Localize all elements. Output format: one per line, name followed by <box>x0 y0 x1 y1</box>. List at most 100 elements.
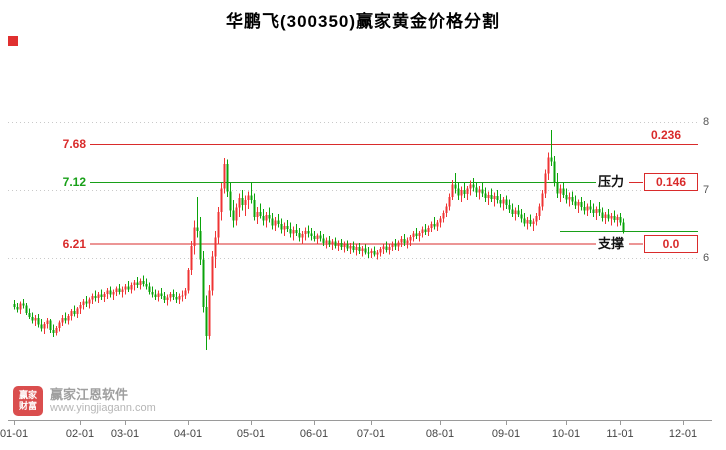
candle-body <box>199 230 202 260</box>
candle-body <box>541 193 544 207</box>
candle-body <box>343 244 346 248</box>
candle-body <box>415 233 418 237</box>
candle-body <box>139 281 142 286</box>
candle-body <box>391 243 394 248</box>
candle-body <box>151 292 154 295</box>
level-label-7-12: 7.12 <box>62 175 86 189</box>
candle-body <box>28 313 31 318</box>
candle-body <box>127 286 130 290</box>
candle-body <box>586 206 589 211</box>
candle-body <box>160 293 163 297</box>
candle-body <box>553 161 556 182</box>
candle-body <box>112 292 115 295</box>
candle-body <box>583 207 586 211</box>
candle-body <box>145 283 148 287</box>
candle-body <box>355 247 358 250</box>
watermark-text: 赢家江恩软件 www.yingjiagann.com <box>50 387 156 415</box>
candle-body <box>460 190 463 196</box>
candle-body <box>217 211 220 238</box>
candle-body <box>421 229 424 233</box>
candle-body <box>607 214 610 219</box>
red-square-marker <box>8 36 18 46</box>
candle-body <box>124 286 127 290</box>
support-label: 支撑 <box>598 236 625 251</box>
candle-body <box>16 306 19 310</box>
candle-body <box>169 294 172 298</box>
candle-body <box>103 294 106 297</box>
candle-body <box>49 320 52 331</box>
candle-body <box>43 323 46 329</box>
logo-text-top: 赢家 <box>18 389 37 400</box>
candle-body <box>592 209 595 214</box>
candle-body <box>286 226 289 229</box>
candle-body <box>64 317 67 321</box>
candle-body <box>508 204 511 210</box>
candle-body <box>205 306 208 337</box>
candle-body <box>448 196 451 207</box>
candle-body <box>427 228 430 233</box>
candle-body <box>538 206 541 216</box>
candle-body <box>472 184 475 188</box>
candle-body <box>406 240 409 244</box>
candle-body <box>502 199 505 204</box>
candle-body <box>514 210 517 214</box>
candle-body <box>220 188 223 212</box>
candle-body <box>55 328 58 333</box>
candle-body <box>547 157 550 174</box>
candle-body <box>340 243 343 248</box>
candle-body <box>211 256 214 291</box>
candle-body <box>388 247 391 250</box>
candle-body <box>136 282 139 286</box>
x-axis-label: 04-01 <box>174 428 202 440</box>
candle-body <box>529 219 532 224</box>
candle-body <box>310 233 313 237</box>
candle-body <box>430 224 433 229</box>
candle-body <box>442 213 445 219</box>
candle-body <box>487 194 490 199</box>
candle-body <box>289 228 292 234</box>
candle-body <box>478 189 481 193</box>
x-axis-label: 11-01 <box>606 428 633 440</box>
candle-body <box>13 304 16 307</box>
candle-body <box>73 311 76 314</box>
candle-body <box>79 304 82 309</box>
candle-body <box>226 164 229 192</box>
candle-body <box>499 200 502 204</box>
candle-body <box>616 217 619 220</box>
candle-body <box>247 195 250 201</box>
x-axis-label: 06-01 <box>300 428 328 440</box>
candle-body <box>394 243 397 247</box>
candle-body <box>490 194 493 199</box>
candle-body <box>568 196 571 200</box>
candle-body <box>589 206 592 210</box>
y-axis-label-6: 6 <box>703 252 710 264</box>
candle-body <box>556 181 559 194</box>
brand-url: www.yingjiagann.com <box>50 402 156 414</box>
candle-body <box>445 206 448 214</box>
candle-body <box>571 196 574 202</box>
candle-body <box>376 252 379 255</box>
candle-body <box>184 290 187 296</box>
ratio-label-0236: 0.236 <box>651 128 682 142</box>
candle-body <box>154 294 157 297</box>
candle-body <box>235 207 238 221</box>
level-label-6-21: 6.21 <box>62 237 86 251</box>
candle-body <box>574 201 577 206</box>
candle-body <box>91 296 94 300</box>
chart-title: 华鹏飞(300350)赢家黄金价格分割 <box>225 12 501 31</box>
candle-body <box>331 241 334 245</box>
candle-body <box>316 235 319 239</box>
candle-body <box>382 246 385 250</box>
candle-body <box>466 188 469 195</box>
candle-body <box>295 230 298 233</box>
logo-text-bottom: 财富 <box>18 401 37 411</box>
candle-body <box>34 317 37 321</box>
candle-body <box>283 226 286 230</box>
candle-body <box>337 243 340 246</box>
candle-body <box>190 245 193 271</box>
candle-body <box>304 230 307 235</box>
candle-body <box>130 285 133 290</box>
candle-body <box>619 217 622 223</box>
